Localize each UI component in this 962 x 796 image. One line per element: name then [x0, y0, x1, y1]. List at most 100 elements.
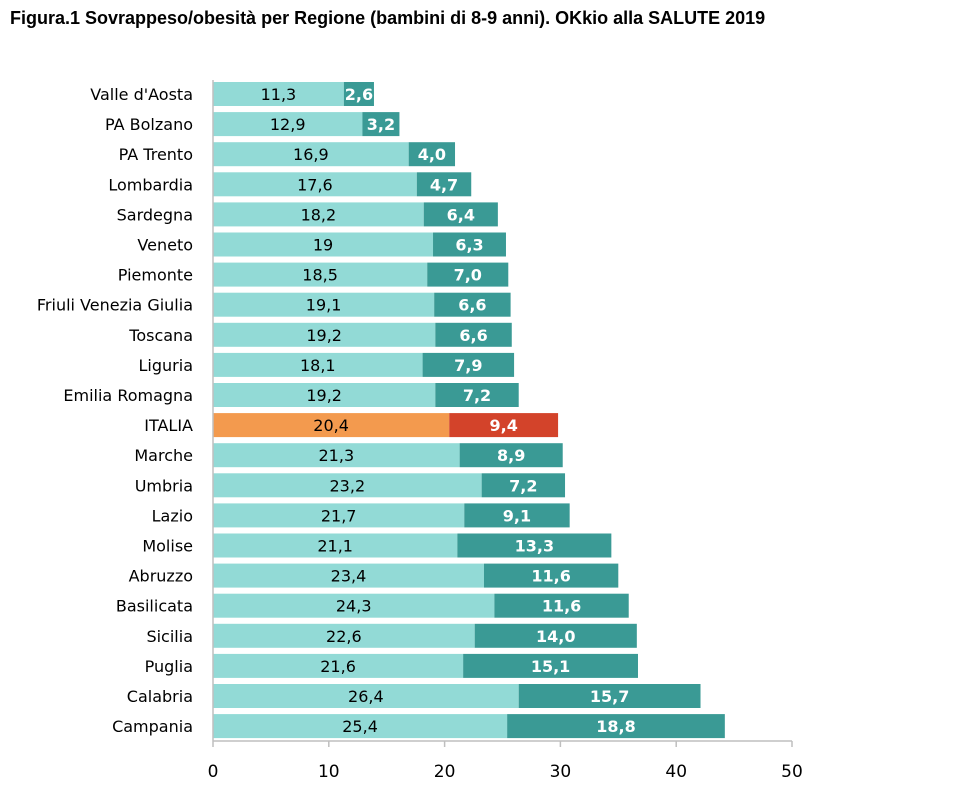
data-label-obesity: 2,6 [345, 85, 373, 104]
category-label: Lombardia [108, 175, 193, 194]
bar-segment-overweight [213, 623, 475, 648]
x-tick-label: 40 [665, 762, 687, 782]
bar-segment-overweight [213, 262, 428, 287]
chart-title: Figura.1 Sovrappeso/obesità per Regione … [10, 8, 766, 28]
bar-segment-obesity [435, 322, 512, 347]
x-tick-label: 20 [434, 762, 456, 782]
category-label: Sicilia [146, 627, 193, 646]
category-label: Campania [112, 717, 193, 736]
data-label-obesity: 3,2 [367, 115, 395, 134]
category-label: Friuli Venezia Giulia [37, 296, 193, 315]
data-label-obesity: 8,9 [497, 446, 525, 465]
bar-segment-obesity [362, 112, 400, 137]
bar-segment-obesity [474, 623, 637, 648]
bar-segment-overweight [213, 473, 482, 498]
category-label: PA Trento [119, 145, 193, 164]
bar-segment-overweight [213, 503, 465, 528]
x-tick-label: 10 [318, 762, 340, 782]
bar-segment-obesity [434, 292, 511, 317]
bar-segment-obesity [494, 593, 629, 618]
bar-segment-overweight [213, 684, 519, 708]
category-label: PA Bolzano [105, 115, 193, 134]
data-label-overweight: 21,6 [320, 657, 356, 676]
bar-segment-overweight [213, 112, 363, 137]
data-label-obesity: 9,1 [503, 506, 531, 525]
data-label-overweight: 22,6 [326, 627, 362, 646]
data-label-obesity: 13,3 [515, 537, 554, 556]
bar-segment-overweight [213, 202, 424, 227]
bar-segment-obesity [463, 653, 638, 678]
bar-segment-overweight [213, 142, 409, 167]
data-label-overweight: 25,4 [342, 717, 378, 736]
category-label: ITALIA [144, 416, 193, 435]
bar-segment-obesity [416, 172, 472, 197]
category-label: Emilia Romagna [63, 386, 193, 405]
bar-segment-overweight [213, 443, 460, 468]
bar-segment-overweight [213, 172, 417, 197]
data-label-overweight: 19,1 [306, 296, 342, 315]
bar-segment-overweight [213, 232, 434, 257]
category-label: Piemonte [118, 266, 193, 285]
bar-segment-overweight [213, 653, 464, 678]
category-label: Lazio [152, 506, 193, 525]
data-label-obesity: 11,6 [542, 597, 581, 616]
data-label-overweight: 23,4 [331, 567, 367, 586]
data-label-obesity: 15,7 [590, 687, 629, 706]
bar-segment-obesity [423, 202, 498, 227]
bar-segment-obesity [459, 443, 563, 468]
bar-segment-overweight [213, 563, 484, 588]
data-label-overweight: 21,1 [317, 537, 353, 556]
data-label-obesity: 6,6 [459, 326, 487, 345]
category-label: Liguria [139, 356, 193, 375]
category-label: Umbria [135, 476, 193, 495]
bar-segment-overweight [213, 714, 508, 739]
bar-segment-obesity [422, 352, 515, 377]
x-tick-label: 30 [550, 762, 572, 782]
data-label-obesity: 6,3 [455, 236, 483, 255]
data-label-overweight: 21,3 [319, 446, 355, 465]
data-label-overweight: 18,2 [301, 205, 337, 224]
x-tick-label: 50 [781, 762, 803, 782]
data-label-obesity: 14,0 [536, 627, 575, 646]
x-tick-label: 0 [208, 762, 219, 782]
bar-segment-obesity [518, 684, 701, 708]
bar-segment-obesity [449, 413, 559, 438]
data-label-overweight: 18,5 [302, 266, 338, 285]
data-label-overweight: 12,9 [270, 115, 306, 134]
data-label-obesity: 18,8 [596, 717, 635, 736]
bar-segment-obesity [433, 232, 506, 257]
data-label-obesity: 15,1 [531, 657, 570, 676]
category-label: Molise [142, 537, 193, 556]
data-label-overweight: 11,3 [261, 85, 297, 104]
data-label-overweight: 19,2 [306, 326, 342, 345]
data-label-obesity: 7,2 [509, 476, 537, 495]
bar-segment-obesity [343, 82, 374, 106]
data-label-overweight: 19 [313, 236, 333, 255]
category-label: Basilicata [116, 597, 193, 616]
bar-segment-overweight [213, 292, 435, 317]
data-label-overweight: 26,4 [348, 687, 384, 706]
bar-segment-obesity [408, 142, 456, 167]
data-label-obesity: 7,9 [454, 356, 482, 375]
bar-segment-obesity [483, 563, 619, 588]
category-label: Veneto [137, 236, 193, 255]
data-label-overweight: 24,3 [336, 597, 372, 616]
category-label: Valle d'Aosta [90, 85, 193, 104]
data-label-obesity: 6,4 [447, 205, 475, 224]
data-label-overweight: 16,9 [293, 145, 329, 164]
data-label-overweight: 17,6 [297, 175, 333, 194]
data-label-obesity: 4,7 [430, 175, 458, 194]
category-label: Abruzzo [129, 567, 193, 586]
category-label: Marche [134, 446, 193, 465]
data-label-overweight: 21,7 [321, 506, 357, 525]
bar-segment-overweight [213, 593, 495, 618]
data-label-overweight: 20,4 [313, 416, 349, 435]
data-label-obesity: 7,0 [454, 266, 482, 285]
category-label: Sardegna [117, 205, 193, 224]
bar-segment-overweight [213, 82, 344, 106]
data-label-obesity: 11,6 [531, 567, 570, 586]
bar-segment-obesity [427, 262, 509, 287]
bar-segment-obesity [464, 503, 570, 528]
category-label: Puglia [145, 657, 193, 676]
